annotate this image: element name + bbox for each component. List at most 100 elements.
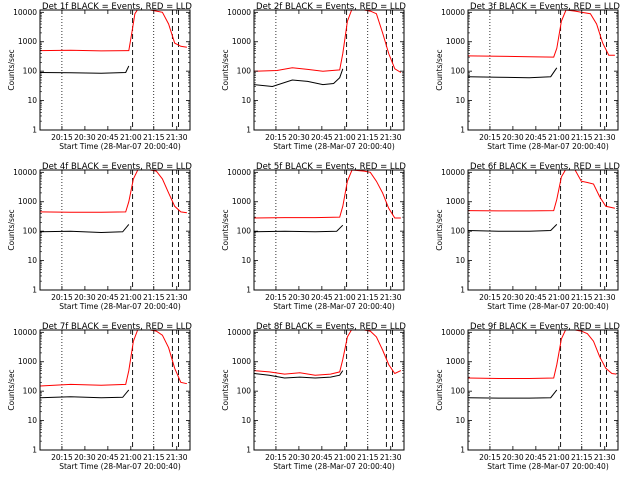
x-tick-label: 20:15 <box>51 133 73 142</box>
chart-title: Det 2f BLACK = Events, RED = LLD <box>256 2 406 12</box>
x-tick-label: 21:00 <box>548 133 570 142</box>
x-tick-label: 20:45 <box>97 133 119 142</box>
y-tick-label: 1000 <box>18 357 37 366</box>
series-line <box>40 389 130 399</box>
y-tick-label: 1000 <box>18 197 37 206</box>
x-tick-label: 20:45 <box>311 453 333 462</box>
series-line <box>468 330 617 379</box>
x-tick-label: 21:00 <box>548 293 570 302</box>
x-tick-label: 21:15 <box>357 293 379 302</box>
y-tick-label: 10000 <box>227 8 251 17</box>
x-tick-label: 20:30 <box>288 453 310 462</box>
chart-panel: Det 1f BLACK = Events, RED = LLD 1 10 100 10… <box>7 2 192 151</box>
x-tick-label: 21:30 <box>166 453 188 462</box>
y-tick-label: 10 <box>241 256 251 265</box>
axes-frame <box>467 9 619 131</box>
x-tick-label: 20:15 <box>265 293 287 302</box>
axes-frame <box>253 9 405 131</box>
x-tick-label: 20:30 <box>502 133 524 142</box>
chart-title: Det 1f BLACK = Events, RED = LLD <box>42 2 192 12</box>
y-tick-label: 1 <box>246 126 251 135</box>
x-tick-label: 20:30 <box>288 133 310 142</box>
y-tick-label: 1000 <box>446 197 465 206</box>
x-tick-label: 20:30 <box>288 293 310 302</box>
series-line <box>468 10 615 58</box>
y-tick-label: 10000 <box>13 8 37 17</box>
series-line <box>254 330 402 376</box>
x-tick-label: 21:00 <box>334 293 356 302</box>
chart-panel: Det 3f BLACK = Events, RED = LLD 1 10 100 10… <box>435 2 620 151</box>
x-tick-label: 21:30 <box>380 293 402 302</box>
axes-frame <box>39 169 191 291</box>
y-tick-label: 10 <box>455 256 465 265</box>
x-tick-label: 20:15 <box>51 293 73 302</box>
x-tick-label: 21:30 <box>380 133 402 142</box>
axes-frame <box>467 329 619 451</box>
y-tick-label: 100 <box>23 67 38 76</box>
series-line <box>40 65 130 74</box>
x-tick-label: 21:15 <box>571 453 593 462</box>
x-tick-label: 21:00 <box>120 453 142 462</box>
y-tick-label: 10 <box>455 96 465 105</box>
series-line <box>468 67 558 79</box>
series-line <box>468 170 616 212</box>
y-tick-label: 10 <box>27 96 37 105</box>
y-tick-label: 1 <box>460 286 465 295</box>
series-line <box>40 224 130 234</box>
x-tick-label: 21:00 <box>334 133 356 142</box>
y-tick-label: 10000 <box>441 168 465 177</box>
x-axis-label: Start Time (28-Mar-07 20:00:40) <box>273 302 395 311</box>
y-tick-label: 10 <box>241 416 251 425</box>
y-tick-label: 1000 <box>446 37 465 46</box>
series-line <box>254 224 344 233</box>
x-tick-label: 20:30 <box>74 133 96 142</box>
chart-panel: Det 6f BLACK = Events, RED = LLD 1 10 100 10… <box>435 162 620 311</box>
chart-title: Det 8f BLACK = Events, RED = LLD <box>256 322 406 332</box>
x-tick-label: 20:15 <box>265 133 287 142</box>
series-line <box>40 170 187 214</box>
x-tick-label: 20:15 <box>479 293 501 302</box>
x-axis-label: Start Time (28-Mar-07 20:00:40) <box>487 462 609 471</box>
y-tick-label: 100 <box>451 387 466 396</box>
x-tick-label: 21:15 <box>143 133 165 142</box>
y-tick-label: 10000 <box>441 8 465 17</box>
series-line <box>468 389 558 399</box>
series-line <box>468 224 558 232</box>
series-line <box>254 370 344 379</box>
chart-panel: Det 2f BLACK = Events, RED = LLD 1 10 100 10… <box>221 2 406 151</box>
y-tick-label: 10 <box>455 416 465 425</box>
x-tick-label: 20:45 <box>97 453 119 462</box>
y-axis-label: Counts/sec <box>7 49 16 90</box>
x-tick-label: 21:00 <box>120 133 142 142</box>
x-axis-label: Start Time (28-Mar-07 20:00:40) <box>59 142 181 151</box>
x-tick-label: 20:30 <box>502 453 524 462</box>
x-tick-label: 21:15 <box>571 133 593 142</box>
y-axis-label: Counts/sec <box>7 369 16 410</box>
x-tick-label: 21:30 <box>594 133 616 142</box>
y-tick-label: 100 <box>23 387 38 396</box>
chart-title: Det 7f BLACK = Events, RED = LLD <box>42 322 192 332</box>
x-tick-label: 21:30 <box>594 453 616 462</box>
y-tick-label: 10000 <box>13 168 37 177</box>
y-tick-label: 10 <box>27 256 37 265</box>
x-tick-label: 20:45 <box>311 133 333 142</box>
series-line <box>40 10 187 52</box>
y-tick-label: 10 <box>27 416 37 425</box>
x-tick-label: 21:15 <box>143 453 165 462</box>
y-tick-label: 1000 <box>232 357 251 366</box>
x-tick-label: 21:30 <box>166 133 188 142</box>
y-tick-label: 1 <box>460 446 465 455</box>
x-tick-label: 20:30 <box>74 293 96 302</box>
y-tick-label: 100 <box>237 67 252 76</box>
x-tick-label: 20:45 <box>97 293 119 302</box>
x-tick-label: 21:00 <box>548 453 570 462</box>
chart-panel: Det 8f BLACK = Events, RED = LLD 1 10 100 10… <box>221 322 406 471</box>
y-tick-label: 10000 <box>227 328 251 337</box>
x-axis-label: Start Time (28-Mar-07 20:00:40) <box>273 462 395 471</box>
x-tick-label: 20:45 <box>525 453 547 462</box>
x-tick-label: 21:00 <box>120 293 142 302</box>
x-tick-label: 20:45 <box>525 293 547 302</box>
chart-title: Det 4f BLACK = Events, RED = LLD <box>42 162 192 172</box>
chart-panel: Det 7f BLACK = Events, RED = LLD 1 10 100 10… <box>7 322 192 471</box>
x-tick-label: 20:30 <box>502 293 524 302</box>
